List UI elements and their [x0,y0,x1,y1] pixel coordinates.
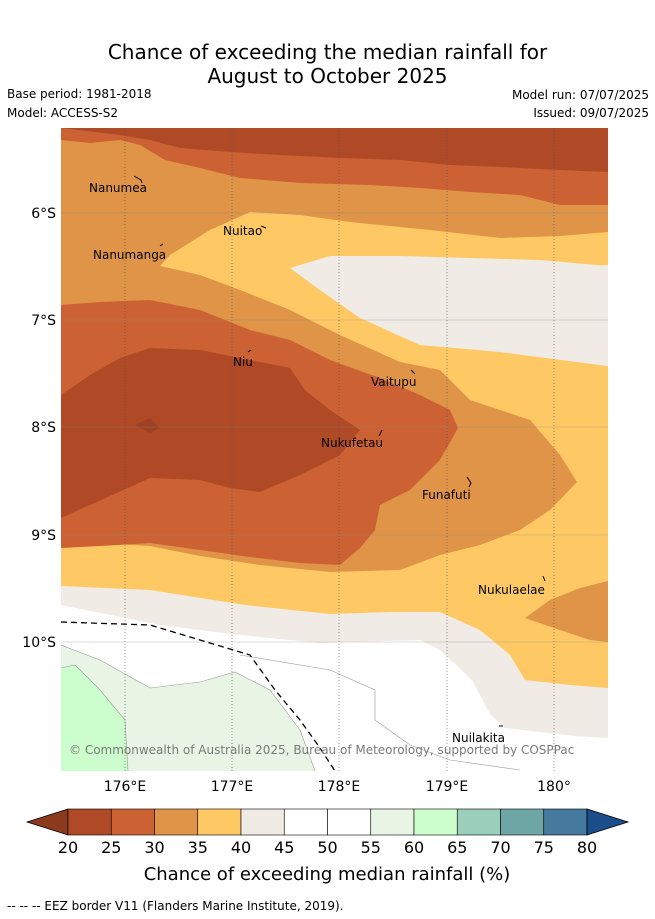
place-label: Vaitupu [371,375,417,389]
eez-border [61,621,336,771]
colorbar-swatch [283,808,328,836]
colorbar-swatch [370,808,415,836]
band-60-65 [61,665,128,771]
title-line-2: August to October 2025 [207,64,448,88]
place-label: Nuilakita [452,731,505,745]
lon-tick: 178°E [318,779,361,795]
colorbar-tick: 50 [317,838,337,857]
colorbar-tick: 30 [144,838,164,857]
place-label: Nukufetau [321,436,383,450]
place-label: Nukulaelae [478,583,545,597]
island-nanumea-shape [133,175,143,184]
colorbar-arrow-low [25,808,69,836]
contour-line [239,654,521,771]
island-funafuti-shape [466,476,472,488]
eez-legend-note: -- -- -- EEZ border V11 (Flanders Marine… [7,899,344,913]
colorbar-tick: 20 [58,838,78,857]
map-title: Chance of exceeding the median rainfall … [0,40,655,88]
colorbar-tick: 65 [447,838,467,857]
contour-line [61,664,129,771]
band-40-45-patch [290,256,608,366]
colorbar-swatch [110,808,155,836]
base-period: Base period: 1981-2018 [7,87,152,101]
model-run: Model run: 07/07/2025 [511,88,649,102]
colorbar-tick: 25 [101,838,121,857]
colorbar-tick: 75 [534,838,554,857]
colorbar-swatch [67,808,112,836]
colorbar-tick: 45 [274,838,294,857]
colorbar-tick: 40 [231,838,251,857]
band-20-25 [61,128,608,172]
island-niu-shape [247,349,252,353]
colorbar-swatch [456,808,501,836]
colorbar-tick: 60 [404,838,424,857]
colorbar-swatch [413,808,458,836]
islands [133,175,546,727]
lon-tick: 180° [537,779,571,795]
place-label: Nuitao [223,224,262,238]
colorbar-swatch [197,808,242,836]
colorbar-swatch [154,808,199,836]
lon-tick: 179°E [426,779,469,795]
island-nukulaelae-shape [542,575,546,582]
lat-tick: 10°S [22,635,56,651]
place-label: Niu [233,355,253,369]
colorbar: 20 25 30 35 40 45 50 55 60 65 70 75 80 [25,808,630,857]
model-name: Model: ACCESS-S2 [7,106,119,120]
colorbar-tick: 35 [188,838,208,857]
band-30-35-patch [525,581,608,642]
colorbar-arrow-high [586,808,630,836]
lat-tick: 9°S [31,528,56,544]
lat-tick: 7°S [31,313,56,329]
island-nuitao-shape [260,225,267,229]
copyright-notice: © Commonwealth of Australia 2025, Bureau… [69,743,574,757]
contour-line [61,644,316,771]
title-line-1: Chance of exceeding the median rainfall … [107,40,548,64]
map-area: Nanumea Nuitao Nanumanga Niu Vaitupu Nuk… [61,128,608,771]
lat-tick: 6°S [31,206,56,222]
lat-tick-labels: 6°S 7°S 8°S 9°S 10°S [22,206,56,651]
place-label: Funafuti [422,488,471,502]
colorbar-tick: 70 [490,838,510,857]
place-label: Nanumanga [93,248,166,262]
colorbar-swatch [543,808,588,836]
colorbar-swatch [240,808,285,836]
lon-tick: 177°E [211,779,254,795]
colorbar-swatch [500,808,545,836]
place-label: Nanumea [89,181,147,195]
colorbar-tick: 80 [577,838,597,857]
issued-date: Issued: 09/07/2025 [533,106,649,120]
lat-gridlines [61,212,608,643]
colorbar-label: Chance of exceeding median rainfall (%) [144,864,511,885]
band-20-darkest [135,418,160,433]
lon-gridlines [124,128,555,771]
island-vaitupu-shape [410,369,416,375]
island-nanumanga-shape [159,243,164,247]
lon-tick-labels: 176°E 177°E 178°E 179°E 180° [104,779,571,795]
colorbar-tick: 55 [361,838,381,857]
lon-tick: 176°E [104,779,147,795]
island-nukufetau-shape [378,429,383,437]
colorbar-swatch [327,808,372,836]
band-20-25-south [61,348,360,518]
lat-tick: 8°S [31,420,56,436]
